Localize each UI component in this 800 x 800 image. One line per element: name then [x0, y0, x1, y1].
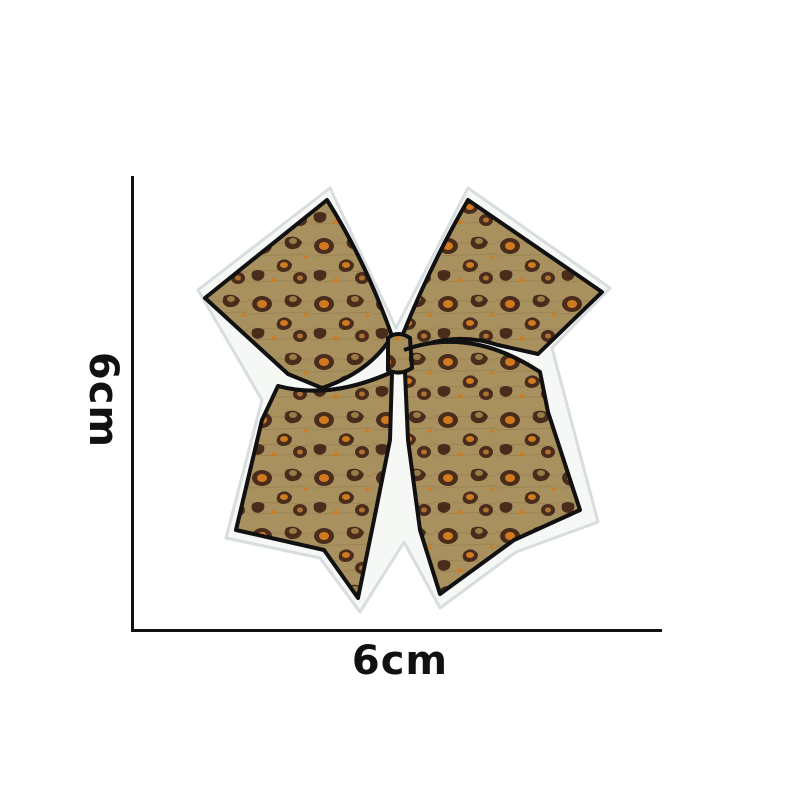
width-dimension-line — [131, 629, 662, 632]
bow-left-loop — [203, 198, 394, 390]
height-label: 6cm — [80, 351, 126, 449]
height-dimension-line — [131, 176, 134, 632]
width-label: 6cm — [351, 638, 449, 684]
bow-knot — [386, 332, 415, 375]
bow-right-loop — [401, 198, 604, 356]
bow-center-stitch — [277, 339, 542, 393]
